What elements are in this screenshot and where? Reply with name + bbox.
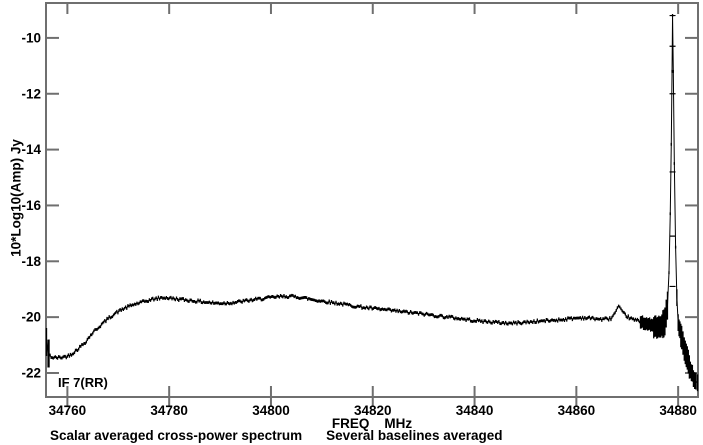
x-tick-label: 34800 (252, 403, 290, 418)
y-tick-label: -16 (21, 198, 41, 213)
spectrum-trace-line (46, 15, 698, 384)
y-tick-label: -10 (21, 30, 41, 45)
x-tick-label: 34760 (49, 403, 87, 418)
spectrum-error-bars (45, 13, 699, 392)
y-axis-label: 10*Log10(Amp) Jy (8, 139, 24, 257)
spike-point-markers (669, 14, 676, 288)
caption: Scalar averaged cross-power spectrum Sev… (50, 428, 503, 443)
x-tick-label: 34880 (659, 403, 697, 418)
x-tick-label: 34860 (558, 403, 596, 418)
x-tick-label: 34780 (150, 403, 188, 418)
y-tick-label: -12 (21, 86, 41, 101)
plot-frame (45, 2, 699, 398)
y-tick-label: -22 (21, 365, 41, 380)
x-tick-label: 34820 (354, 403, 392, 418)
x-axis-label-unit: MHz (384, 416, 413, 431)
y-tick-label: -20 (21, 310, 41, 325)
x-tick-label: 34840 (456, 403, 494, 418)
x-axis-label-freq: FREQ (331, 416, 370, 431)
caption-right: Several baselines averaged (326, 428, 503, 443)
y-tick-label: -14 (21, 142, 41, 157)
y-tick-label: -18 (21, 254, 41, 269)
x-axis-label: FREQ MHz (332, 416, 412, 431)
if-annotation: IF 7(RR) (58, 375, 108, 390)
caption-left: Scalar averaged cross-power spectrum (50, 428, 303, 443)
